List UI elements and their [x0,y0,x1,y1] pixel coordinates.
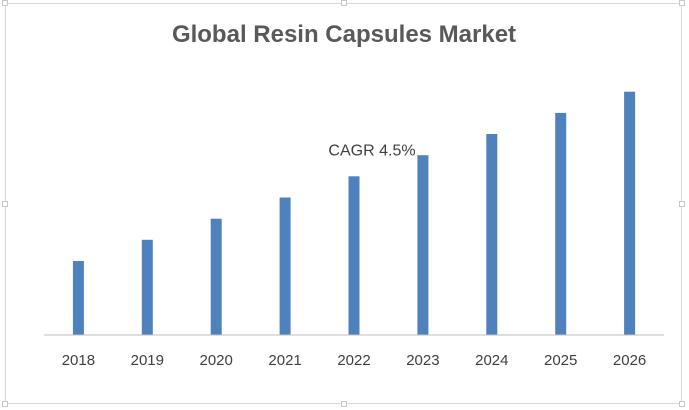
resize-handle-top-center[interactable] [341,0,347,6]
bar-2020 [210,218,222,335]
bar-series [72,91,636,336]
x-tick-labels: 2018 2019 2020 2021 2022 2023 2024 2025 2026 [62,352,647,369]
x-tick-label-2020: 2020 [200,352,233,369]
resize-handle-middle-right[interactable] [679,201,685,207]
bar-2026 [624,91,636,335]
bar-2018 [72,261,84,335]
x-tick-label-2018: 2018 [62,352,95,369]
resize-handle-bottom-left[interactable] [2,401,8,407]
bar-2019 [141,239,153,335]
x-tick-label-2019: 2019 [131,352,164,369]
bar-2025 [555,112,567,336]
bar-2024 [486,134,498,335]
bar-2023 [417,155,429,335]
bar-2021 [279,197,291,335]
chart-frame [5,3,682,404]
resize-handle-bottom-center[interactable] [341,401,347,407]
resize-handle-top-right[interactable] [679,0,685,6]
x-tick-label-2023: 2023 [406,352,439,369]
x-tick-label-2025: 2025 [544,352,577,369]
x-tick-label-2021: 2021 [268,352,301,369]
x-tick-label-2026: 2026 [613,352,646,369]
resize-handle-bottom-right[interactable] [679,401,685,407]
resize-handle-middle-left[interactable] [2,201,8,207]
chart-title: Global Resin Capsules Market [172,21,516,48]
resize-handle-top-left[interactable] [2,0,8,6]
x-tick-label-2024: 2024 [475,352,508,369]
x-tick-label-2022: 2022 [337,352,370,369]
bar-2022 [348,176,360,335]
cagr-annotation: CAGR 4.5% [328,142,415,159]
